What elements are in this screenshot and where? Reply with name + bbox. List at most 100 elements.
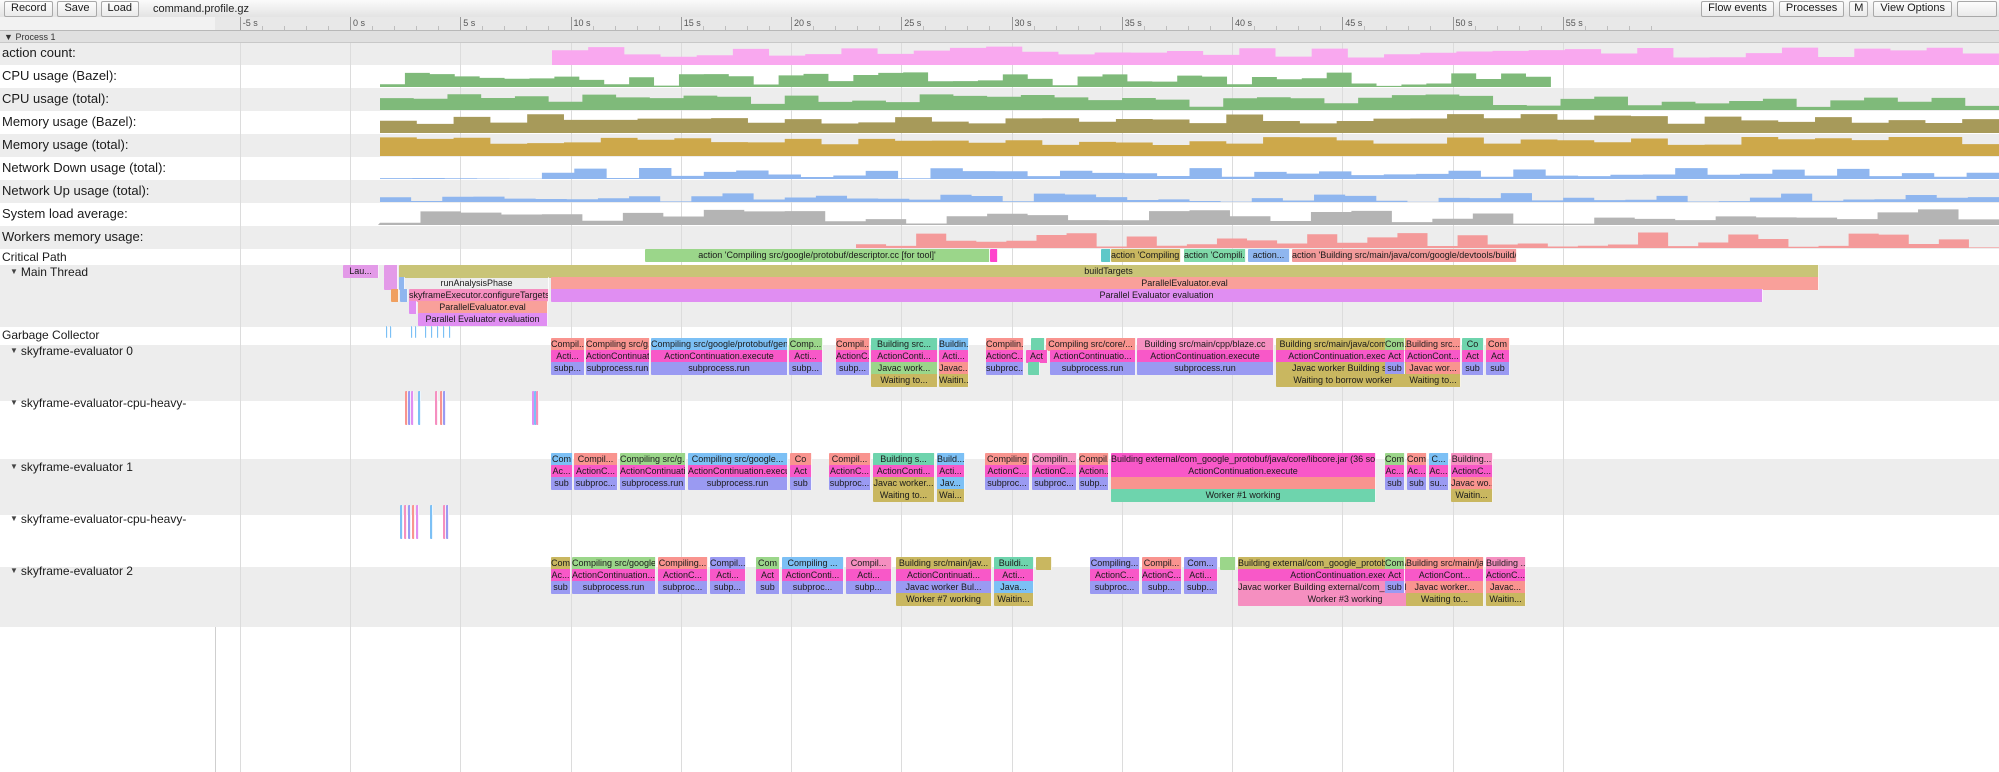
cpu-heavy-slice[interactable] (446, 505, 449, 539)
chevron-down-icon[interactable]: ▼ (10, 566, 18, 575)
track-label[interactable]: ▼ skyframe-evaluator 0 (10, 344, 133, 358)
track-row[interactable] (0, 226, 1999, 249)
timeline-slice[interactable]: Acti... (846, 569, 892, 582)
timeline-slice[interactable]: Com (551, 557, 571, 570)
timeline-slice[interactable]: Buildin... (939, 338, 969, 351)
timeline-slice[interactable]: ActionCont... (1406, 569, 1484, 582)
timeline-slice[interactable]: Building src... (871, 338, 938, 351)
timeline-slice[interactable]: Compiling src/g... (620, 453, 686, 466)
timeline-slice[interactable]: Acti... (994, 569, 1034, 582)
timeline-slice[interactable]: Compilin... (986, 338, 1024, 351)
timeline-slice[interactable]: Compiling src/google/protobuf/generat... (651, 338, 788, 351)
timeline-slice[interactable]: buildTargets (399, 265, 1819, 278)
timeline-slice[interactable]: subproc... (782, 581, 844, 594)
timeline-slice[interactable]: subp... (789, 362, 823, 375)
timeline-slice[interactable]: subp... (551, 362, 585, 375)
timeline-slice[interactable]: subproc... (1032, 477, 1077, 490)
track-label[interactable]: CPU usage (Bazel): (2, 68, 117, 83)
timeline-slice[interactable]: Building src/main/jav... (896, 557, 992, 570)
timeline-slice[interactable]: subproc... (1090, 581, 1140, 594)
timeline-slice[interactable]: subprocess.run (620, 477, 686, 490)
cpu-heavy-slice[interactable] (435, 391, 438, 425)
chevron-down-icon[interactable]: ▼ (10, 267, 18, 276)
timeline-slice[interactable]: action 'Compiling... (1111, 249, 1181, 262)
timeline-slice[interactable]: Waiting to... (871, 374, 938, 387)
timeline-slice[interactable] (1220, 557, 1236, 570)
gc-event-marker[interactable] (411, 326, 413, 338)
time-ruler[interactable]: -5 s 0 s 5 s 10 s 15 s 20 s 25 s 30 s 35 s 40 s 45… (0, 17, 1999, 31)
timeline-slice[interactable]: ActionContinuati... (586, 350, 650, 363)
timeline-slice[interactable]: Waitin... (1486, 593, 1526, 606)
timeline-slice[interactable]: Acti... (710, 569, 746, 582)
timeline-slice[interactable]: Ac... (1429, 465, 1449, 478)
timeline-slice[interactable]: Javac wo... (1451, 477, 1493, 490)
timeline-slice[interactable]: runAnalysisPhase (405, 277, 549, 290)
timeline-slice[interactable]: Compiling src/core/... (1046, 338, 1136, 351)
timeline-slice[interactable]: ActionConti... (873, 465, 935, 478)
track-row[interactable] (0, 249, 1999, 265)
timeline-slice[interactable]: Compil... (836, 338, 870, 351)
timeline-slice[interactable]: Ac... (1407, 465, 1427, 478)
timeline-slice[interactable]: Co (790, 453, 812, 466)
cpu-heavy-slice[interactable] (404, 505, 407, 539)
timeline-slice[interactable]: ActionC... (1486, 569, 1526, 582)
timeline-slice[interactable]: Compil... (574, 453, 618, 466)
timeline-slice[interactable]: Compiling src/g... (586, 338, 650, 351)
track-label[interactable]: Memory usage (total): (2, 137, 128, 152)
track-label[interactable]: Memory usage (Bazel): (2, 114, 136, 129)
cpu-heavy-slice[interactable] (430, 505, 433, 539)
view-options-button[interactable]: View Options (1873, 0, 1952, 17)
process-group-header[interactable]: ▼ Process 1 (0, 31, 1999, 43)
cpu-heavy-slice[interactable] (443, 505, 446, 539)
timeline-slice[interactable]: subp... (1184, 581, 1218, 594)
chevron-down-icon[interactable]: ▼ (10, 346, 18, 355)
timeline-slice[interactable]: Building external/com_google_protobuf/ja… (1111, 453, 1376, 466)
timeline-slice[interactable]: Act (756, 569, 780, 582)
track-label[interactable]: ▼ Main Thread (10, 265, 88, 279)
timeline-slice[interactable]: ActionCont... (1406, 350, 1461, 363)
track-label[interactable]: action count: (2, 45, 76, 60)
timeline-slice[interactable]: ActionC... (1090, 569, 1140, 582)
gc-event-marker[interactable] (443, 326, 445, 338)
timeline-slice[interactable]: ActionC... (829, 465, 871, 478)
track-label[interactable]: Critical Path (2, 250, 67, 264)
timeline-slice[interactable]: Javac worker... (1406, 581, 1484, 594)
timeline-slice[interactable]: Parallel Evaluator evaluation (551, 289, 1763, 302)
timeline-slice[interactable]: ActionContinuatio... (1050, 350, 1136, 363)
timeline-slice[interactable]: subprocess.run (688, 477, 788, 490)
timeline-slice[interactable] (1028, 362, 1040, 375)
chevron-down-icon[interactable]: ▼ (10, 462, 18, 471)
gc-event-marker[interactable] (415, 326, 417, 338)
gc-event-marker[interactable] (431, 326, 433, 338)
timeline-slice[interactable]: Acti... (937, 465, 965, 478)
timeline-slice[interactable]: Acti... (551, 350, 585, 363)
timeline-slice[interactable]: subp... (710, 581, 746, 594)
timeline-slice[interactable]: sub (1407, 477, 1427, 490)
timeline-slice[interactable]: ActionC... (574, 465, 618, 478)
cpu-heavy-slice[interactable] (405, 391, 408, 425)
timeline-slice[interactable]: Compiling src/google... (688, 453, 788, 466)
timeline-slice[interactable]: Compiling... (1090, 557, 1140, 570)
timeline-slice[interactable]: ActionConti... (782, 569, 844, 582)
timeline-slice[interactable]: Acti... (1184, 569, 1218, 582)
timeline-slice[interactable]: Co (1462, 338, 1484, 351)
timeline-slice[interactable]: Acti... (939, 350, 969, 363)
track-label[interactable]: Network Down usage (total): (2, 160, 166, 175)
track-row[interactable] (0, 401, 1999, 459)
timeline-slice[interactable]: subp... (836, 362, 870, 375)
timeline-slice[interactable]: Javac... (939, 362, 969, 375)
timeline-slice[interactable]: Building ... (1486, 557, 1526, 570)
timeline-slice[interactable]: Building src/main/ja... (1406, 557, 1484, 570)
timeline-slice[interactable]: C... (1429, 453, 1449, 466)
cpu-heavy-slice[interactable] (440, 391, 443, 425)
overflow-button[interactable] (1957, 0, 1997, 17)
track-label[interactable]: System load average: (2, 206, 128, 221)
timeline-slice[interactable]: Par (384, 277, 398, 290)
timeline-slice[interactable]: Waiting to... (1406, 374, 1461, 387)
timeline-slice[interactable]: sub (551, 477, 573, 490)
save-button[interactable]: Save (57, 0, 97, 17)
timeline-slice[interactable] (1036, 557, 1052, 570)
timeline-slice[interactable]: Compiling src/google... (572, 557, 656, 570)
timeline-slice[interactable]: ActionC... (1142, 569, 1182, 582)
timeline-slice[interactable]: ActionC... (985, 465, 1030, 478)
